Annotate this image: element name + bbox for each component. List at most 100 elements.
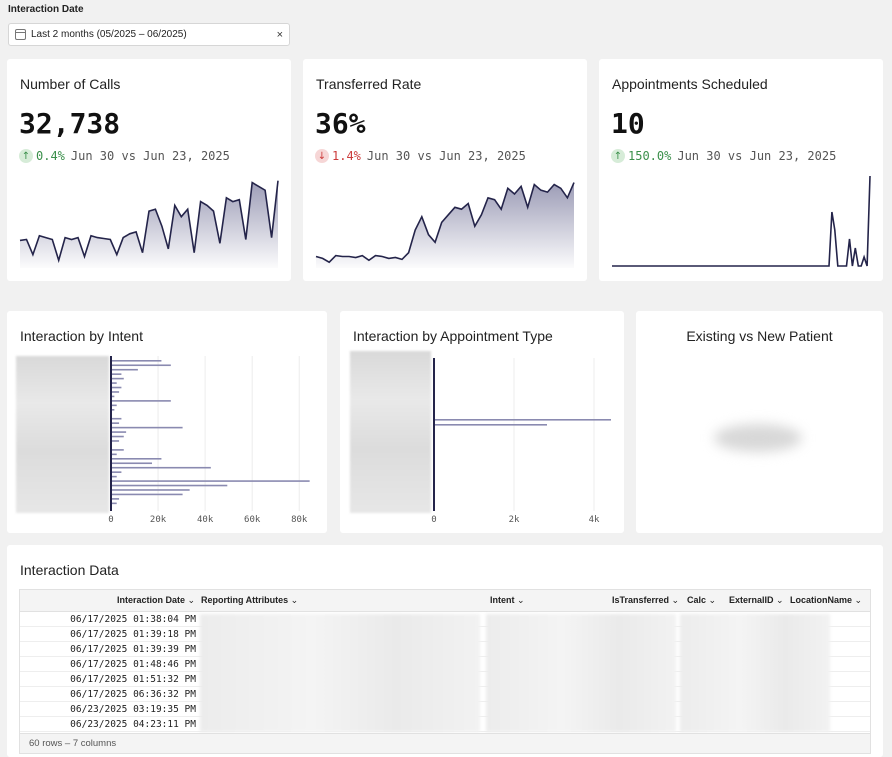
bar[interactable]: [112, 493, 183, 496]
kpi-card-calls: Number of Calls 32,738 ↑ 0.4% Jun 30 vs …: [7, 59, 291, 281]
calendar-icon: [15, 29, 26, 40]
bar[interactable]: [112, 462, 152, 465]
redacted-category-labels: [16, 356, 109, 513]
column-header-istransferred[interactable]: IsTransferred: [612, 595, 679, 606]
sparkline-appointments: [612, 175, 871, 267]
kpi-title: Transferred Rate: [316, 76, 422, 92]
cell-interaction-date: 06/17/2025 01:39:39 PM: [70, 644, 196, 655]
redacted-reporting-attributes: [200, 614, 480, 732]
sparkline-calls: [19, 180, 279, 268]
interaction-data-card: Interaction Data Interaction Date Report…: [7, 545, 883, 757]
bar[interactable]: [112, 386, 122, 389]
bar[interactable]: [435, 424, 547, 426]
cell-interaction-date: 06/17/2025 01:48:46 PM: [70, 659, 196, 670]
sparkline-line: [19, 180, 279, 264]
column-header-externalid[interactable]: ExternalID: [729, 595, 784, 606]
kpi-card-transferred: Transferred Rate 36% ↓ 1.4% Jun 30 vs Ju…: [303, 59, 587, 281]
bar[interactable]: [112, 417, 122, 420]
bar[interactable]: [112, 480, 310, 482]
bar[interactable]: [112, 435, 124, 438]
bar[interactable]: [112, 440, 120, 442]
bar[interactable]: [112, 466, 211, 469]
kpi-card-appointments: Appointments Scheduled 10 ↑ 150.0% Jun 3…: [599, 59, 883, 281]
kpi-delta: ↓ 1.4% Jun 30 vs Jun 23, 2025: [315, 149, 526, 163]
arrow-up-icon: ↑: [19, 149, 33, 163]
sparkline-area: [316, 182, 574, 268]
bar[interactable]: [112, 368, 138, 371]
bar[interactable]: [112, 453, 117, 456]
cell-interaction-date: 06/17/2025 01:38:04 PM: [70, 614, 196, 625]
bar[interactable]: [112, 409, 115, 411]
bar[interactable]: [112, 422, 120, 424]
sparkline-line: [612, 175, 871, 267]
x-tick-label: 80k: [291, 515, 308, 525]
bar[interactable]: [435, 419, 611, 421]
bar[interactable]: [112, 382, 117, 384]
bar[interactable]: [112, 458, 162, 460]
kpi-value: 32,738: [19, 107, 121, 140]
date-filter-value: Last 2 months (05/2025 – 06/2025): [31, 29, 187, 40]
x-tick-label: 4k: [589, 515, 600, 525]
column-header-reporting-attributes[interactable]: Reporting Attributes: [201, 595, 298, 606]
column-header-intent[interactable]: Intent: [490, 595, 525, 606]
cell-interaction-date: 06/17/2025 01:51:32 PM: [70, 674, 196, 685]
redacted-other-columns: [680, 614, 830, 732]
redacted-intent: [486, 614, 676, 732]
bar[interactable]: [112, 498, 120, 500]
bar[interactable]: [112, 404, 117, 407]
bar[interactable]: [112, 489, 190, 491]
x-tick-label: 2k: [509, 515, 520, 525]
chart-title: Interaction by Intent: [20, 328, 143, 344]
kpi-compare: Jun 30 vs Jun 23, 2025: [677, 149, 837, 163]
chart-title: Interaction by Appointment Type: [353, 328, 553, 344]
x-tick-label: 20k: [150, 515, 167, 525]
bar[interactable]: [112, 360, 162, 362]
kpi-compare: Jun 30 vs Jun 23, 2025: [70, 149, 230, 163]
clear-icon[interactable]: ×: [276, 28, 283, 41]
bar[interactable]: [112, 484, 228, 487]
bar[interactable]: [112, 449, 124, 451]
table-title: Interaction Data: [20, 562, 119, 578]
x-tick-label: 0: [108, 515, 113, 525]
x-tick-label: 60k: [244, 515, 261, 525]
cell-interaction-date: 06/17/2025 06:36:32 PM: [70, 689, 196, 700]
bar[interactable]: [112, 400, 171, 402]
sparkline-area: [20, 180, 278, 268]
bar[interactable]: [112, 377, 124, 380]
kpi-value: 36%: [315, 107, 366, 140]
arrow-down-icon: ↓: [315, 149, 329, 163]
data-table: Interaction Date Reporting Attributes In…: [19, 589, 871, 754]
kpi-delta-pct: 1.4%: [332, 149, 361, 163]
column-header-interaction-date[interactable]: Interaction Date: [117, 595, 195, 606]
column-header-locationname[interactable]: LocationName: [790, 595, 862, 606]
kpi-value: 10: [611, 107, 645, 140]
date-filter-select[interactable]: Last 2 months (05/2025 – 06/2025) ×: [8, 23, 290, 46]
kpi-delta: ↑ 0.4% Jun 30 vs Jun 23, 2025: [19, 149, 230, 163]
kpi-title: Number of Calls: [20, 76, 121, 92]
kpi-delta-pct: 150.0%: [628, 149, 672, 163]
bar[interactable]: [112, 426, 183, 429]
bar[interactable]: [112, 475, 117, 478]
bar[interactable]: [112, 395, 115, 398]
x-tick-label: 40k: [197, 515, 214, 525]
chart-card-appointment: Interaction by Appointment Type 0 2k 4k: [340, 311, 624, 533]
bar[interactable]: [112, 471, 122, 473]
kpi-delta: ↑ 150.0% Jun 30 vs Jun 23, 2025: [611, 149, 836, 163]
bar[interactable]: [112, 502, 117, 505]
date-filter-label: Interaction Date: [8, 4, 84, 15]
redacted-pie-chart: [714, 424, 802, 452]
chart-card-patient: Existing vs New Patient: [636, 311, 883, 533]
bar[interactable]: [112, 391, 120, 393]
bar-chart-appointment: 0 2k 4k: [431, 358, 611, 525]
kpi-compare: Jun 30 vs Jun 23, 2025: [366, 149, 526, 163]
kpi-delta-pct: 0.4%: [36, 149, 65, 163]
bar[interactable]: [112, 431, 127, 433]
arrow-up-icon: ↑: [611, 149, 625, 163]
column-header-calc[interactable]: Calc: [687, 595, 716, 606]
x-tick-label: 0: [431, 515, 436, 525]
cell-interaction-date: 06/23/2025 04:23:11 PM: [70, 719, 196, 730]
bar[interactable]: [112, 364, 171, 367]
chart-title: Existing vs New Patient: [686, 328, 833, 344]
bar[interactable]: [112, 373, 122, 375]
sparkline-line: [315, 182, 575, 264]
